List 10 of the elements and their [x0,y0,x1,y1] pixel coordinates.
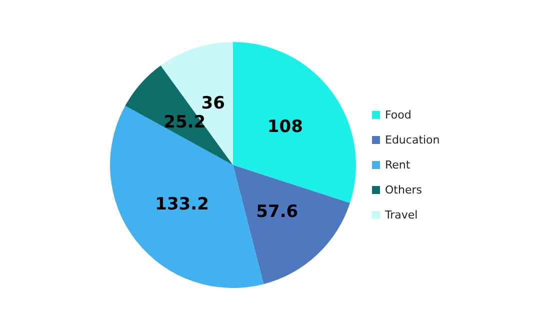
legend-label: Others [385,184,422,196]
legend-label: Education [385,134,440,146]
data-label: 25.2 [164,112,206,132]
data-label: 108 [267,117,303,138]
legend-label: Travel [384,208,418,222]
legend-label: Food [385,108,412,122]
data-label: 57.6 [256,202,298,222]
data-label: 133.2 [155,194,209,215]
data-label: 36 [201,94,225,114]
legend-label: Rent [385,158,411,172]
